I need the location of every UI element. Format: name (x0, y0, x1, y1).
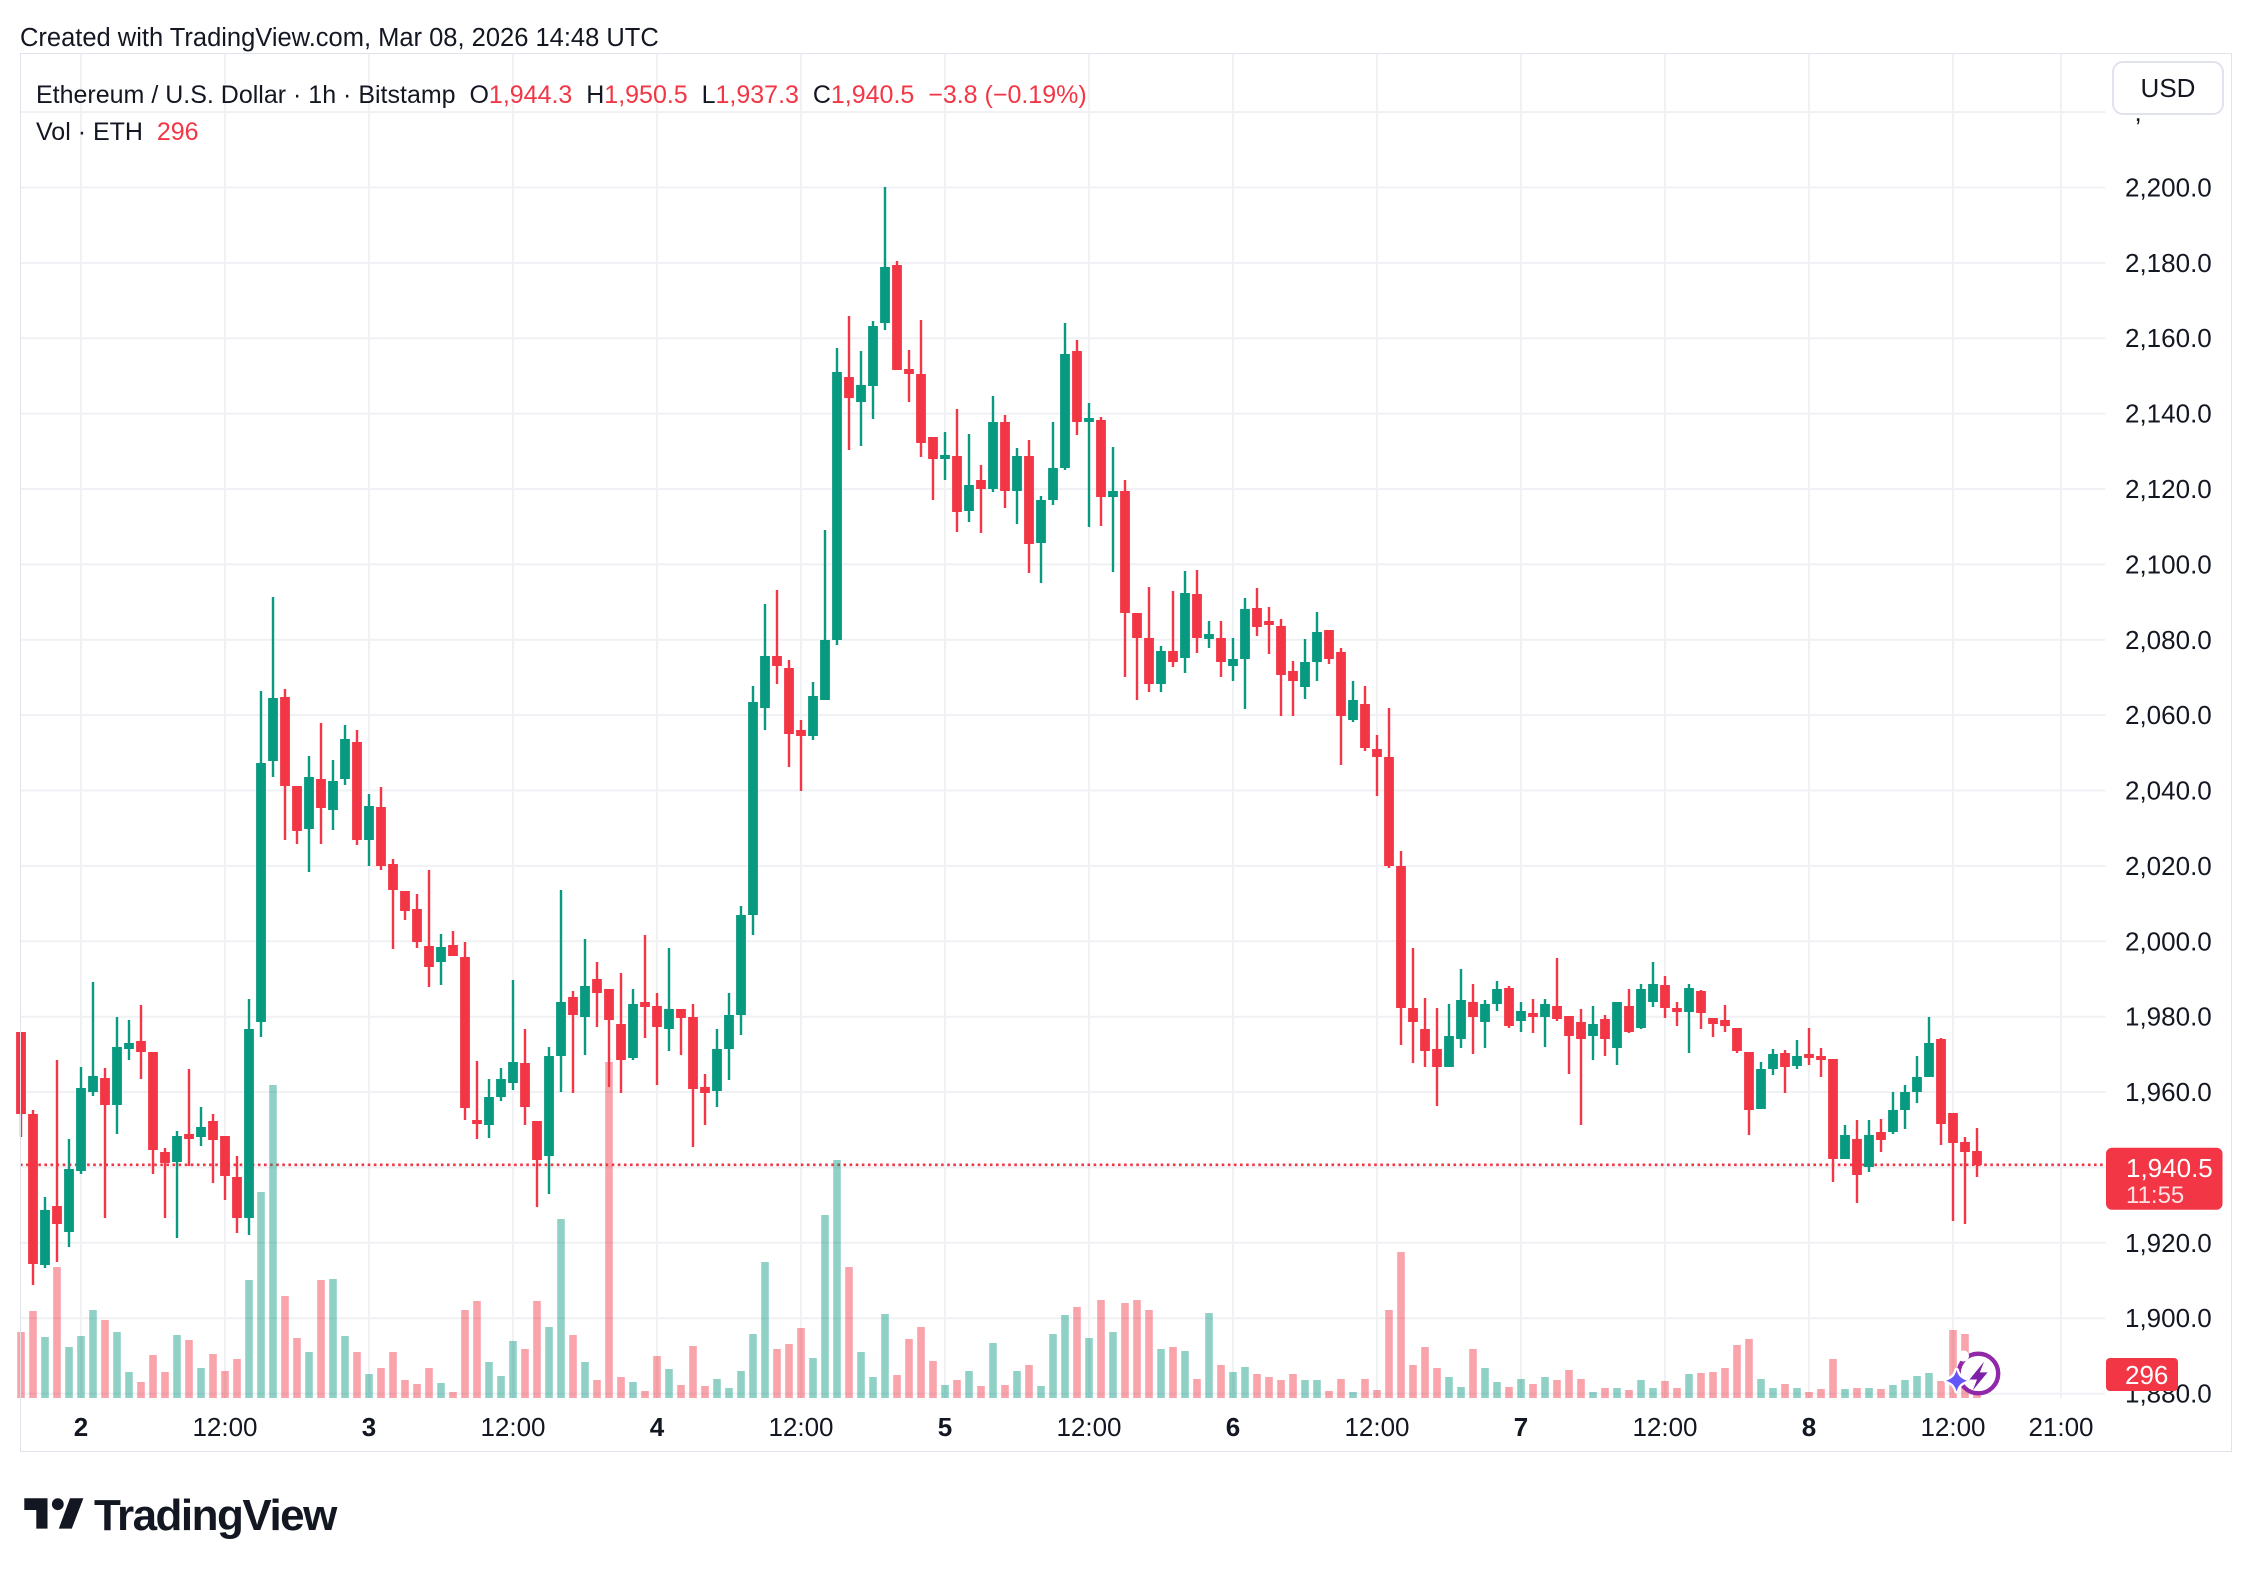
svg-text:12:00: 12:00 (1920, 1412, 1985, 1442)
svg-text:1,920.0: 1,920.0 (2125, 1228, 2212, 1258)
svg-text:3: 3 (362, 1412, 376, 1442)
svg-text:2,200.0: 2,200.0 (2125, 173, 2212, 203)
svg-text:2,040.0: 2,040.0 (2125, 776, 2212, 806)
svg-text:296: 296 (2125, 1360, 2168, 1390)
svg-text:2,140.0: 2,140.0 (2125, 399, 2212, 429)
svg-text:2,060.0: 2,060.0 (2125, 700, 2212, 730)
svg-text:8: 8 (1802, 1412, 1816, 1442)
svg-text:7: 7 (1514, 1412, 1528, 1442)
svg-text:2,000.0: 2,000.0 (2125, 926, 2212, 956)
svg-text:21:00: 21:00 (2028, 1412, 2093, 1442)
svg-text:1,900.0: 1,900.0 (2125, 1303, 2212, 1333)
svg-text:1,980.0: 1,980.0 (2125, 1002, 2212, 1032)
svg-text:12:00: 12:00 (1632, 1412, 1697, 1442)
svg-text:2,180.0: 2,180.0 (2125, 248, 2212, 278)
svg-text:1,940.5: 1,940.5 (2126, 1153, 2213, 1183)
svg-text:2: 2 (74, 1412, 88, 1442)
svg-text:2,120.0: 2,120.0 (2125, 474, 2212, 504)
svg-text:4: 4 (650, 1412, 665, 1442)
svg-text:USD: USD (2141, 73, 2196, 103)
svg-text:1,960.0: 1,960.0 (2125, 1077, 2212, 1107)
svg-text:Ethereum / U.S. Dollar · 1h ·: Ethereum / U.S. Dollar · 1h · Bitstamp O… (36, 81, 1087, 109)
svg-text:5: 5 (938, 1412, 952, 1442)
svg-text:2,100.0: 2,100.0 (2125, 549, 2212, 579)
svg-text:Created with TradingView.com,: Created with TradingView.com, Mar 08, 20… (20, 24, 659, 52)
svg-text:6: 6 (1226, 1412, 1240, 1442)
svg-text:2,020.0: 2,020.0 (2125, 851, 2212, 881)
svg-text:12:00: 12:00 (480, 1412, 545, 1442)
svg-text:12:00: 12:00 (1056, 1412, 1121, 1442)
svg-text:12:00: 12:00 (768, 1412, 833, 1442)
svg-text:2,080.0: 2,080.0 (2125, 625, 2212, 655)
svg-text:12:00: 12:00 (192, 1412, 257, 1442)
svg-text:2,160.0: 2,160.0 (2125, 323, 2212, 353)
svg-text:12:00: 12:00 (1344, 1412, 1409, 1442)
svg-text:Vol · ETH 296: Vol · ETH 296 (36, 118, 199, 146)
svg-text:11:55: 11:55 (2126, 1182, 2184, 1209)
svg-text:TradingView: TradingView (94, 1491, 338, 1540)
